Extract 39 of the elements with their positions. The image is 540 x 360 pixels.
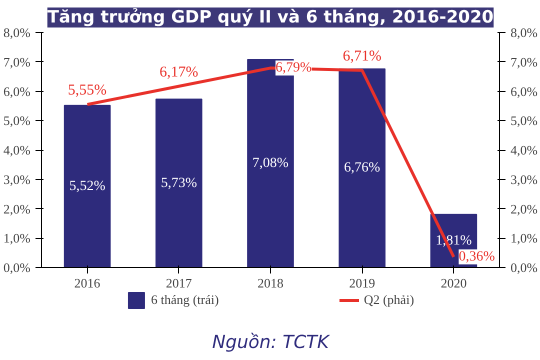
y-tick-label: 6,0% — [3, 84, 31, 99]
data-label: 6,79% — [276, 60, 312, 76]
y-tick-label: 3,0% — [3, 172, 31, 187]
y2-tick-label: 5,0% — [510, 113, 538, 128]
bar — [64, 104, 111, 268]
x-tick-label: 2017 — [166, 276, 192, 290]
data-label: 6,17% — [160, 64, 198, 80]
data-label: 7,08% — [252, 156, 289, 172]
legend-label: 6 tháng (trái) — [150, 292, 219, 308]
data-label: 6,71% — [342, 48, 382, 64]
legend-label: Q2 (phải) — [364, 292, 414, 308]
y2-tick-label: 2,0% — [510, 201, 538, 216]
y-tick-label: 1,0% — [3, 230, 31, 246]
data-label: 6,76% — [344, 160, 381, 176]
x-tick-label: 2019 — [349, 276, 376, 290]
y-tick-label: 7,0% — [3, 54, 31, 70]
y2-tick-label: 4,0% — [510, 142, 538, 158]
x-tick-label: 2020 — [440, 276, 467, 290]
chart-title: Tăng trưởng GDP quý II và 6 tháng, 2016-2020 — [47, 8, 494, 28]
data-label: 5,52% — [69, 178, 106, 194]
x-tick-label: 2016 — [74, 276, 101, 290]
bar — [338, 68, 386, 268]
data-label: 5,55% — [68, 82, 107, 98]
y-tick-label: 0,0% — [3, 260, 31, 275]
y2-tick-label: 1,0% — [510, 230, 538, 246]
data-label: 5,73% — [160, 176, 198, 191]
y-tick-label: 4,0% — [3, 142, 31, 158]
y2-tick-label: 6,0% — [510, 84, 538, 99]
bar — [156, 98, 202, 268]
y2-tick-label: 3,0% — [510, 172, 538, 187]
y2-tick-label: 8,0% — [510, 25, 538, 40]
y2-tick-label: 0,0% — [510, 260, 538, 275]
x-tick-label: 2018 — [258, 276, 284, 290]
y2-tick-label: 7,0% — [510, 54, 538, 70]
text: Nguồn: TCTK — [212, 332, 330, 354]
y-tick-label: 8,0% — [3, 25, 31, 40]
y-tick-label: 5,0% — [3, 113, 31, 128]
data-label: 0,36% — [458, 249, 496, 264]
y-tick-label: 2,0% — [3, 201, 31, 216]
